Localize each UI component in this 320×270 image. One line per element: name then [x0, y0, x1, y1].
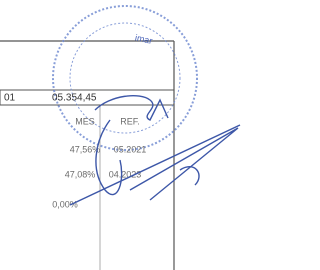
stamp-text: imar	[134, 32, 153, 45]
cell: 47,08%	[65, 169, 96, 179]
cell: 47,56%	[70, 144, 101, 154]
row-number: 01	[4, 93, 16, 104]
stamp	[53, 6, 197, 150]
row-amount: 05.354,45	[52, 93, 97, 104]
column-header: MES	[75, 116, 95, 126]
cell: 0,00%	[52, 199, 78, 209]
signature-stroke	[180, 167, 199, 185]
table-lines	[0, 41, 174, 270]
column-header: REF.	[120, 116, 140, 126]
document-scan: imar 01 05.354,45 MES REF. 47,56% 05.202…	[0, 0, 243, 270]
signature-stroke	[130, 128, 238, 200]
stamp-ring	[53, 6, 197, 150]
cell: 05.2021	[114, 144, 147, 154]
